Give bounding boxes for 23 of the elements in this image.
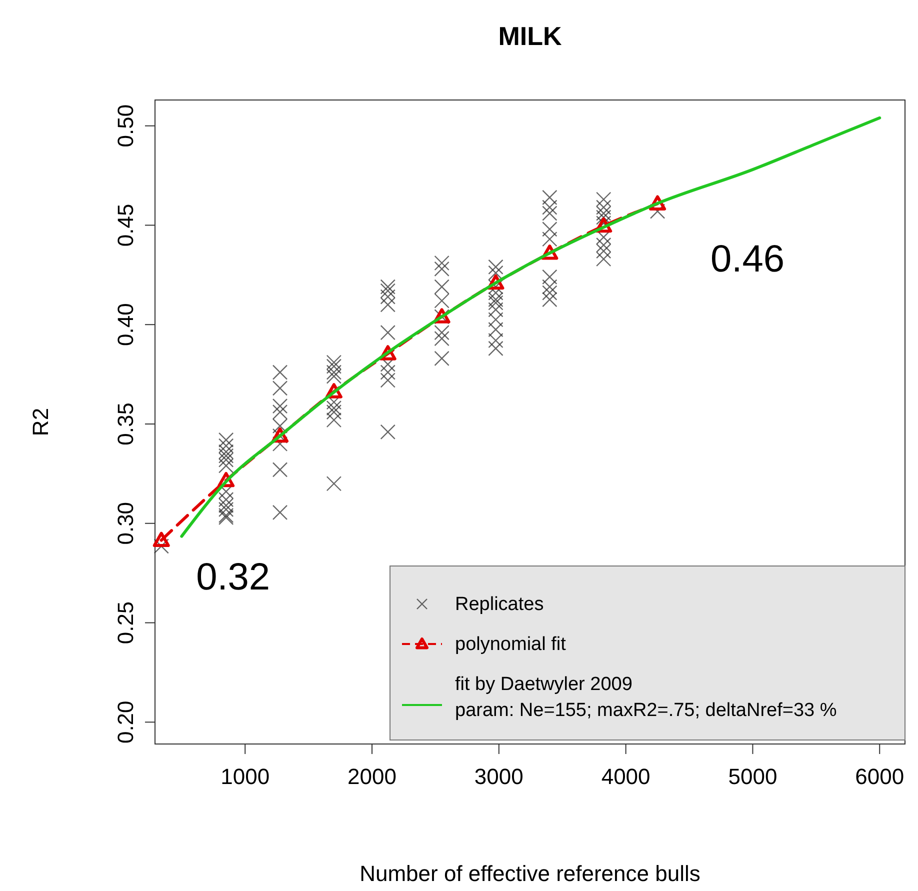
x-axis-title: Number of effective reference bulls: [360, 861, 700, 886]
x-tick-label: 6000: [855, 764, 904, 789]
annotation: 0.46: [710, 238, 785, 280]
legend-label: Replicates: [455, 594, 544, 615]
y-tick-label: 0.20: [113, 700, 138, 744]
line-series: [180, 116, 882, 538]
y-axis-title: R2: [28, 408, 53, 436]
annotation: 0.32: [196, 556, 270, 599]
legend-label: fit by Daetwyler 2009 param: Ne=155; maxR2=.75; deltaNref=33 %: [455, 674, 837, 721]
x-tick-label: 2000: [348, 764, 396, 789]
y-tick-label: 0.40: [113, 303, 138, 346]
y-tick-label: 0.45: [113, 204, 138, 247]
x-tick-label: 3000: [474, 764, 524, 789]
chart-title: MILK: [498, 21, 562, 51]
y-tick-label: 0.50: [113, 104, 138, 148]
y-tick-label: 0.25: [113, 601, 138, 644]
y-tick-label: 0.35: [113, 402, 138, 446]
legend-label: polynomial fit: [455, 634, 567, 655]
point: [152, 532, 170, 548]
x-tick-label: 4000: [601, 764, 650, 789]
x-tick-label: 1000: [220, 764, 270, 789]
y-tick-label: 0.30: [113, 502, 138, 545]
x-tick-label: 5000: [728, 764, 778, 789]
